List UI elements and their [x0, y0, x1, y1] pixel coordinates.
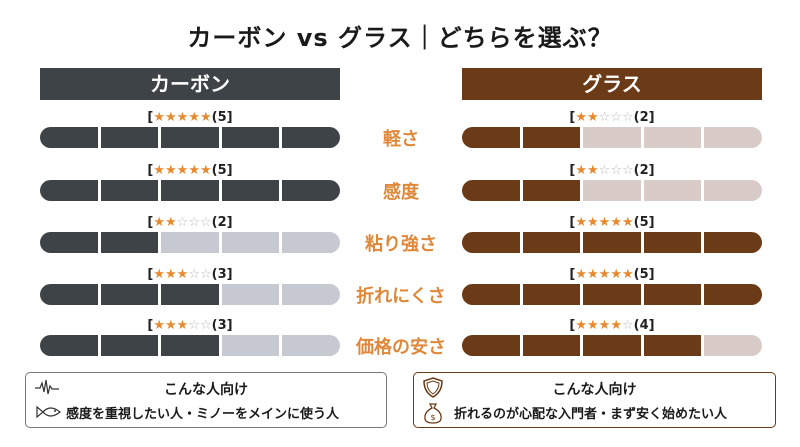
bar-segment-filled [161, 284, 219, 305]
glass-rating-label: [★★☆☆☆(2] [569, 110, 655, 125]
glass-rating-bar [462, 335, 762, 356]
bar-segment-filled [522, 232, 581, 253]
carbon-rating-label: [★★★☆☆(3] [147, 318, 233, 333]
glass-rating-bar [462, 180, 762, 201]
page-title: カーボン vs グラス｜どちらを選ぶ？ [187, 24, 613, 52]
carbon-rating-bar [40, 232, 340, 253]
bar-segment-empty [282, 335, 340, 356]
category-label: 価格の安さ [356, 337, 446, 358]
bar-segment-filled [583, 232, 641, 253]
bar-segment-empty [161, 232, 219, 253]
carbon-box-heading: こんな人向け [164, 382, 248, 398]
bar-segment-filled [282, 180, 340, 201]
bar-segment-empty [221, 335, 280, 356]
bar-segment-empty [704, 335, 762, 356]
bar-segment-filled [522, 127, 581, 148]
bar-segment-filled [161, 127, 219, 148]
bar-segment-filled [522, 180, 581, 201]
bar-segment-filled [40, 335, 98, 356]
bar-segment-empty [282, 284, 340, 305]
bar-segment-filled [40, 284, 98, 305]
category-label: 感度 [383, 182, 419, 203]
category-label: 軽さ [383, 129, 419, 150]
carbon-box-text: 感度を重視したい人・ミノーをメインに使う人 [66, 407, 340, 422]
glass-rating-label: [★★★★☆(4] [569, 318, 655, 333]
bar-segment-filled [522, 284, 581, 305]
carbon-rating-bar [40, 335, 340, 356]
bar-segment-empty [704, 180, 762, 201]
bar-segment-empty [221, 284, 280, 305]
shield-icon [423, 377, 443, 398]
carbon-rating-bar [40, 284, 340, 305]
bar-segment-filled [583, 284, 641, 305]
bar-segment-empty [643, 180, 702, 201]
bar-segment-empty [643, 127, 702, 148]
bar-segment-filled [221, 127, 280, 148]
bar-segment-filled [643, 232, 702, 253]
bar-segment-empty [583, 127, 641, 148]
bar-segment-filled [462, 335, 520, 356]
carbon-rating-label: [★★☆☆☆(2] [147, 215, 233, 230]
glass-header: グラス [462, 68, 762, 100]
bar-segment-filled [583, 335, 641, 356]
category-label: 粘り強さ [365, 234, 437, 255]
bar-segment-filled [100, 232, 159, 253]
bar-segment-filled [100, 284, 159, 305]
glass-rating-label: [★★★★★(5] [569, 267, 655, 282]
bar-segment-filled [161, 180, 219, 201]
category-label: 折れにくさ [356, 286, 446, 307]
bar-segment-filled [704, 284, 762, 305]
carbon-rating-bar [40, 180, 340, 201]
carbon-recommendation-box: こんな人向け 感度を重視したい人・ミノーをメインに使う人 [25, 372, 387, 428]
bar-segment-filled [40, 232, 98, 253]
glass-rating-label: [★★☆☆☆(2] [569, 163, 655, 178]
bar-segment-filled [282, 127, 340, 148]
glass-box-text: 折れるのが心配な入門者・まず安く始めたい人 [454, 407, 728, 422]
bar-segment-empty [704, 127, 762, 148]
bar-segment-filled [704, 232, 762, 253]
glass-rating-bar [462, 232, 762, 253]
bar-segment-filled [462, 232, 520, 253]
bar-segment-filled [522, 335, 581, 356]
carbon-rating-bar [40, 127, 340, 148]
glass-rating-bar [462, 284, 762, 305]
bar-segment-filled [221, 180, 280, 201]
bar-segment-filled [161, 335, 219, 356]
money-bag-icon: $ [424, 403, 442, 424]
bar-segment-filled [40, 127, 98, 148]
glass-recommendation-box: $ こんな人向け 折れるのが心配な入門者・まず安く始めたい人 [413, 372, 776, 428]
glass-box-heading: こんな人向け [552, 382, 637, 398]
glass-rating-label: [★★★★★(5] [569, 215, 655, 230]
glass-rating-bar [462, 127, 762, 148]
bar-segment-filled [643, 284, 702, 305]
bar-segment-filled [100, 127, 159, 148]
bar-segment-filled [462, 127, 520, 148]
bar-segment-filled [100, 180, 159, 201]
bar-segment-empty [282, 232, 340, 253]
bar-segment-empty [221, 232, 280, 253]
carbon-rating-label: [★★★☆☆(3] [147, 267, 233, 282]
pulse-icon [35, 379, 59, 395]
carbon-rating-label: [★★★★★(5] [147, 163, 233, 178]
bar-segment-filled [40, 180, 98, 201]
bar-segment-filled [462, 180, 520, 201]
fish-icon [36, 405, 61, 419]
bar-segment-empty [583, 180, 641, 201]
carbon-rating-label: [★★★★★(5] [147, 110, 233, 125]
bar-segment-filled [100, 335, 159, 356]
svg-text:$: $ [430, 413, 435, 422]
bar-segment-filled [643, 335, 702, 356]
carbon-header: カーボン [40, 68, 340, 100]
bar-segment-filled [462, 284, 520, 305]
